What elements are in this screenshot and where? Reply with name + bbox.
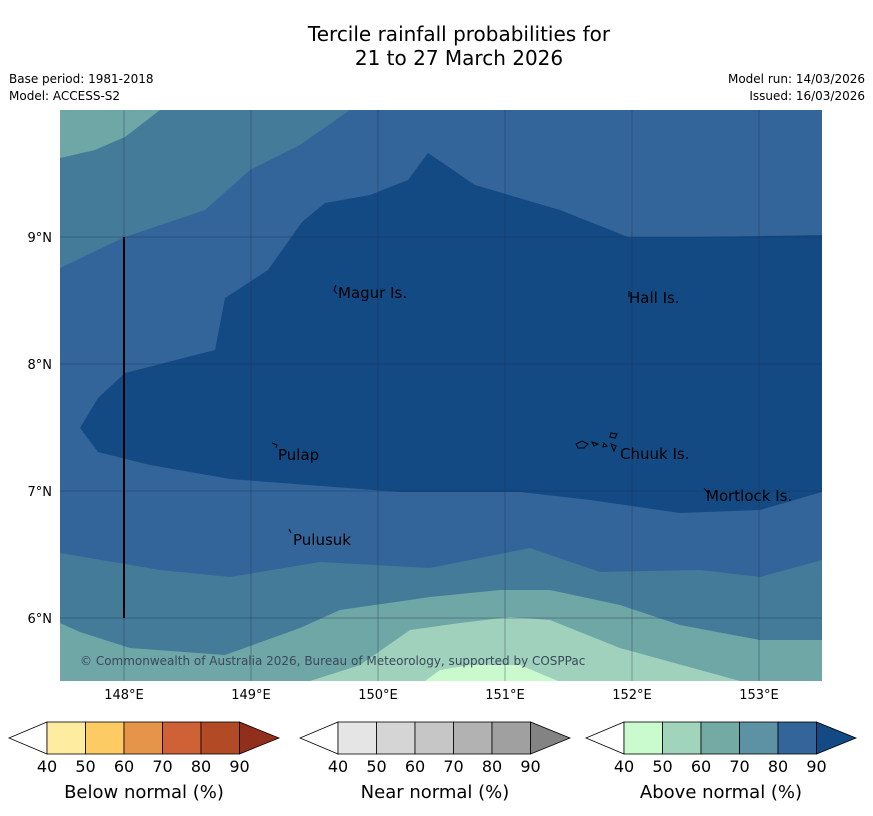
cb-below-tick-90: 90 (229, 757, 249, 776)
meta-right: Model run: 14/03/2026 Issued: 16/03/2026 (728, 71, 865, 105)
cb-below-cell-6 (239, 721, 281, 755)
cb-above-tick-50: 50 (652, 757, 672, 776)
cb-above-tick-70: 70 (729, 757, 749, 776)
copyright-text: © Commonwealth of Australia 2026, Bureau… (80, 654, 585, 668)
cb-below-cell-3 (123, 721, 163, 755)
island-outlines (271, 284, 709, 534)
cb-above-cell-5 (777, 721, 817, 755)
cb-above-cell-2 (662, 721, 702, 755)
lon-label-152: 152°E (612, 688, 652, 700)
cb-above-cell-3 (700, 721, 740, 755)
cb-below-tick-50: 50 (75, 757, 95, 776)
cb-near-tick-80: 80 (482, 757, 502, 776)
island-pulap (271, 442, 278, 449)
fill-cat-50-bottom (425, 665, 558, 681)
cb-near-cell-1 (337, 721, 377, 755)
colorbar-near-cells (299, 721, 572, 755)
cb-below-cell-2 (85, 721, 125, 755)
lat-label-7: 7°N (28, 485, 53, 500)
issued-text: Issued: 16/03/2026 (749, 89, 865, 103)
lon-label-151: 151°E (485, 688, 525, 700)
island-mortlock (703, 487, 709, 494)
cb-above-cell-6 (816, 721, 858, 755)
colorbar-below-cells (8, 721, 281, 755)
cb-near-tick-60: 60 (405, 757, 425, 776)
cb-near-tick-90: 90 (520, 757, 540, 776)
place-pulap: Pulap (278, 446, 319, 464)
cb-above-cell-4 (739, 721, 779, 755)
cb-near-cell-6 (530, 721, 572, 755)
cb-near-tick-50: 50 (366, 757, 386, 776)
cb-below-tick-80: 80 (191, 757, 211, 776)
place-magur: Magur Is. (338, 284, 407, 302)
place-mortlock: Mortlock Is. (706, 487, 792, 505)
cb-below-tick-70: 70 (152, 757, 172, 776)
cb-below-cell-4 (162, 721, 202, 755)
cb-below-tick-40: 40 (37, 757, 57, 776)
cb-near-cell-0 (299, 721, 339, 755)
longitude-labels: 148°E 149°E 150°E 151°E 152°E 153°E (104, 688, 779, 700)
colorbar-below: 40 50 60 70 80 90 Below normal (%) (8, 721, 281, 803)
cb-below-cell-0 (8, 721, 48, 755)
cb-near-cell-4 (453, 721, 493, 755)
contour-fills (60, 110, 822, 681)
colorbar-near-ticks: 40 50 60 70 80 90 (328, 757, 541, 776)
lat-label-9: 9°N (28, 231, 53, 246)
cb-above-cell-1 (623, 721, 663, 755)
cb-above-tick-40: 40 (614, 757, 634, 776)
meta-left: Base period: 1981-2018 Model: ACCESS-S2 (9, 71, 154, 105)
colorbar-above-ticks: 40 50 60 70 80 90 (614, 757, 827, 776)
cb-above-tick-60: 60 (691, 757, 711, 776)
fill-cat-max-core (80, 153, 822, 513)
cb-above-cell-0 (585, 721, 625, 755)
lon-label-148: 148°E (104, 688, 144, 700)
colorbar-above-label: Above normal (%) (640, 782, 802, 803)
base-period-text: Base period: 1981-2018 (9, 72, 154, 86)
cb-near-tick-40: 40 (328, 757, 348, 776)
colorbar-above: 40 50 60 70 80 90 Above normal (%) (585, 721, 858, 803)
place-labels: Magur Is. Hall Is. Pulap Chuuk Is. Mortl… (278, 284, 792, 549)
cb-below-cell-1 (46, 721, 86, 755)
graticule (60, 110, 822, 681)
title-line-1: Tercile rainfall probabilities for (307, 22, 611, 46)
title-line-2: 21 to 27 March 2026 (354, 46, 564, 70)
model-run-text: Model run: 14/03/2026 (727, 72, 865, 86)
colorbar-above-cells (585, 721, 858, 755)
colorbar-near-label: Near normal (%) (361, 782, 510, 803)
colorbar-near: 40 50 60 70 80 90 Near normal (%) (299, 721, 572, 803)
cb-near-tick-70: 70 (443, 757, 463, 776)
island-chuuk (575, 432, 618, 453)
cb-above-tick-80: 80 (768, 757, 788, 776)
lat-label-6: 6°N (28, 612, 53, 627)
latitude-labels: 9°N 8°N 7°N 6°N (28, 231, 53, 627)
cb-below-tick-60: 60 (114, 757, 134, 776)
cb-below-cell-5 (200, 721, 240, 755)
cb-near-cell-3 (414, 721, 454, 755)
probability-map: Magur Is. Hall Is. Pulap Chuuk Is. Mortl… (28, 110, 822, 700)
colorbar-below-ticks: 40 50 60 70 80 90 (37, 757, 250, 776)
cb-near-cell-2 (376, 721, 416, 755)
island-pulusuk (288, 528, 292, 534)
cb-near-cell-5 (491, 721, 531, 755)
lon-label-149: 149°E (231, 688, 271, 700)
fill-cat-70-top (60, 110, 160, 158)
place-chuuk: Chuuk Is. (620, 445, 689, 463)
cb-above-tick-90: 90 (806, 757, 826, 776)
model-text: Model: ACCESS-S2 (9, 89, 121, 103)
fill-cat-60-bottom (310, 617, 740, 681)
place-pulusuk: Pulusuk (293, 531, 351, 549)
island-magur (333, 284, 338, 295)
chart-title: Tercile rainfall probabilities for 21 to… (0, 22, 873, 70)
lat-label-8: 8°N (28, 358, 53, 373)
place-hall: Hall Is. (629, 289, 680, 307)
lon-label-150: 150°E (358, 688, 398, 700)
colorbar-below-label: Below normal (%) (64, 782, 224, 803)
lon-label-153: 153°E (739, 688, 779, 700)
